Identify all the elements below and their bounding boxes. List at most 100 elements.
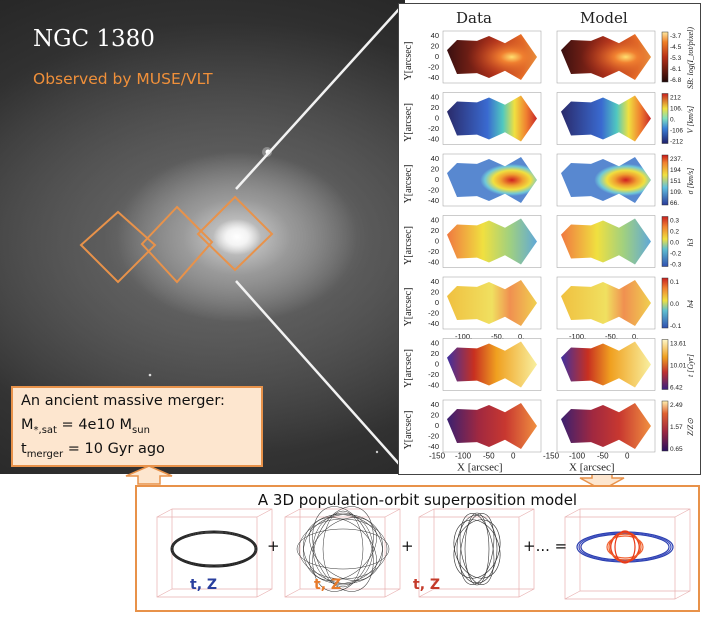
colorbar-vel bbox=[661, 93, 669, 144]
y-axis-label: Y[arcsec] bbox=[403, 42, 414, 81]
orbit-ring bbox=[170, 530, 258, 568]
y-tick: 0 bbox=[435, 360, 439, 369]
y-tick: 40 bbox=[431, 277, 439, 286]
map-frame-data bbox=[442, 399, 542, 453]
map-data-sig bbox=[447, 157, 537, 203]
colorbar-tick: 0.65 bbox=[670, 446, 683, 453]
y-tick: 20 bbox=[431, 349, 439, 358]
y-axis-label: Y[arcsec] bbox=[403, 411, 414, 450]
x-tick-bottom-model: -150 bbox=[543, 452, 560, 461]
map-data-h3 bbox=[447, 218, 537, 265]
y-tick: 0 bbox=[435, 114, 439, 123]
colorbar-sig bbox=[661, 154, 669, 206]
colorbar-age bbox=[661, 339, 669, 390]
colorbar-tick: -0.3 bbox=[670, 262, 682, 269]
y-tick: -40 bbox=[428, 381, 439, 390]
y-tick: -20 bbox=[428, 432, 439, 441]
map-model-age bbox=[561, 341, 651, 388]
map-frame-model bbox=[556, 215, 656, 268]
map-frame-model bbox=[556, 276, 656, 330]
y-tick: -40 bbox=[428, 442, 439, 451]
y-tick: -20 bbox=[428, 186, 439, 195]
y-tick: 20 bbox=[431, 165, 439, 174]
map-frame-data bbox=[442, 92, 542, 145]
colorbar-tick: 0. bbox=[670, 117, 676, 124]
y-tick: -20 bbox=[428, 309, 439, 318]
x-tick-bottom-model: -50 bbox=[597, 452, 609, 461]
colorbar-label: Z/Z⊙ bbox=[686, 418, 695, 436]
x-tick-mid-model: 0. bbox=[632, 332, 638, 341]
muse-pointing-1 bbox=[79, 210, 157, 284]
colorbar-tick: 106. bbox=[670, 106, 683, 113]
colorbar-met bbox=[661, 400, 669, 452]
colorbar-tick: 237. bbox=[670, 156, 683, 163]
map-frame-data bbox=[442, 153, 542, 207]
x-tick-bottom-data: 0 bbox=[511, 452, 516, 461]
orbit-box bbox=[296, 506, 390, 592]
colorbar-tick: 0.3 bbox=[670, 218, 679, 225]
col-head-model: Model bbox=[580, 9, 628, 27]
map-frame-model bbox=[556, 153, 656, 207]
x-tick-mid-model: -50. bbox=[605, 332, 618, 341]
colorbar-tick: 1.57 bbox=[670, 424, 683, 431]
y-tick: 40 bbox=[431, 154, 439, 163]
colorbar-label: SB: log(I_tot/pixel) bbox=[686, 27, 695, 89]
map-row-met: Y[arcsec] 40 200 -20-40 2.49 1.57 0.65 Z/Z⊙ bbox=[403, 399, 695, 453]
colorbar-tick: -6.1 bbox=[670, 66, 682, 73]
y-axis-label: Y[arcsec] bbox=[403, 103, 414, 142]
y-axis-label: Y[arcsec] bbox=[403, 288, 414, 327]
orbit-model-title: A 3D population-orbit superposition mode… bbox=[257, 491, 578, 509]
colorbar-tick: 212 bbox=[670, 95, 681, 102]
y-tick: -20 bbox=[428, 247, 439, 256]
colorbar-sb bbox=[661, 31, 669, 83]
colorbar-tick: -3.7 bbox=[670, 33, 682, 40]
orbit-cubes bbox=[156, 506, 691, 600]
y-tick: -40 bbox=[428, 135, 439, 144]
zoom-line-top bbox=[235, 7, 401, 190]
y-tick: -20 bbox=[428, 63, 439, 72]
x-tick-mid-data: -50. bbox=[491, 332, 504, 341]
y-tick: 40 bbox=[431, 31, 439, 40]
merger-line1: An ancient massive merger: bbox=[21, 393, 225, 409]
y-tick: -40 bbox=[428, 196, 439, 205]
x-tick-bottom-data: -100 bbox=[455, 452, 472, 461]
col-head-data: Data bbox=[456, 9, 492, 27]
y-tick: -40 bbox=[428, 319, 439, 328]
colorbar-tick: 109. bbox=[670, 189, 683, 196]
merger-box: An ancient massive merger: M*,sat = 4e10… bbox=[11, 386, 263, 467]
plus-2: + bbox=[401, 537, 414, 555]
map-row-sb: Y[arcsec] 40 200 -20-40 -3.7 -4.5 -5.3 -6.1 -6.8… bbox=[403, 27, 695, 89]
colorbar-tick: 0.1 bbox=[670, 279, 679, 286]
colorbar-h3 bbox=[661, 216, 669, 267]
zoom-line-bottom bbox=[235, 280, 401, 466]
map-frame-data bbox=[442, 276, 542, 330]
y-tick: 40 bbox=[431, 216, 439, 225]
map-data-sb bbox=[447, 34, 537, 80]
colorbar-tick: -0.1 bbox=[670, 323, 682, 330]
colorbar-tick: 13.61 bbox=[670, 341, 687, 348]
colorbar-h4 bbox=[661, 277, 669, 329]
y-tick: 0 bbox=[435, 421, 439, 430]
y-tick: 0 bbox=[435, 52, 439, 61]
map-row-sig: Y[arcsec] 40 200 -20-40 237. 194 151 109. 66. σ [… bbox=[403, 153, 695, 207]
y-tick: -40 bbox=[428, 258, 439, 267]
y-tick: 0 bbox=[435, 237, 439, 246]
y-tick: 0 bbox=[435, 175, 439, 184]
map-frame-data bbox=[442, 338, 542, 391]
y-axis-label: Y[arcsec] bbox=[403, 226, 414, 265]
tz-label-orange: t, Z bbox=[314, 577, 342, 593]
map-frame-model bbox=[556, 92, 656, 145]
x-tick-bottom-model: 0 bbox=[625, 452, 630, 461]
map-model-h4 bbox=[561, 280, 651, 326]
orbit-model-box: A 3D population-orbit superposition mode… bbox=[135, 485, 700, 612]
map-data-h4 bbox=[447, 280, 537, 326]
y-tick: 20 bbox=[431, 42, 439, 51]
x-tick-bottom-data: -150 bbox=[429, 452, 446, 461]
orbit-tube bbox=[453, 512, 501, 586]
colorbar-tick: 151 bbox=[670, 178, 681, 185]
maps-svg: Y[arcsec]40200-20-40-3.7-4.5-5.3-6.1-6.8… bbox=[403, 27, 695, 474]
map-data-age bbox=[447, 341, 537, 388]
